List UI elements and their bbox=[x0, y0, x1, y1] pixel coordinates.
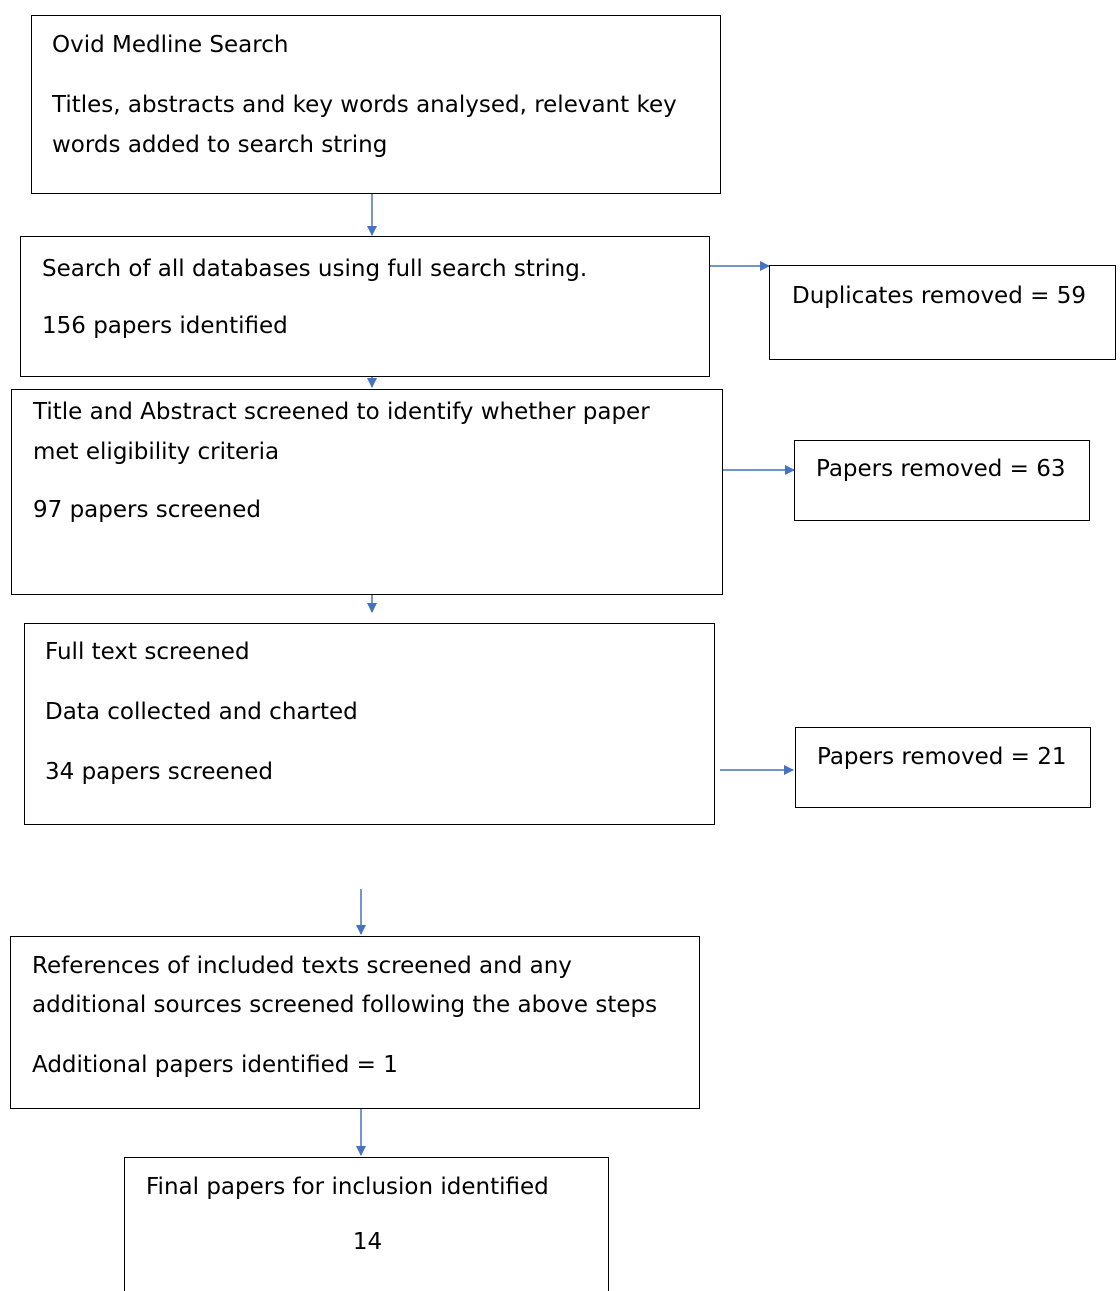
box-text: Additional papers identified = 1 bbox=[32, 1052, 398, 1078]
box-text: References of included texts screened an… bbox=[32, 953, 572, 979]
box-database-search: Search of all databases using full searc… bbox=[20, 236, 710, 377]
box-text: Papers removed = 63 bbox=[816, 456, 1066, 482]
box-papers-removed-21: Papers removed = 21 bbox=[795, 727, 1091, 808]
box-text: 97 papers screened bbox=[33, 497, 261, 523]
box-text: Data collected and charted bbox=[45, 699, 358, 725]
box-text: words added to search string bbox=[52, 132, 388, 158]
box-text: met eligibility criteria bbox=[33, 439, 280, 465]
box-papers-removed-63: Papers removed = 63 bbox=[794, 440, 1090, 521]
box-title-abstract-screening: Title and Abstract screened to identify … bbox=[11, 389, 723, 595]
box-text: Duplicates removed = 59 bbox=[792, 283, 1086, 309]
box-text: Final papers for inclusion identified bbox=[146, 1174, 549, 1200]
box-full-text-screening: Full text screened Data collected and ch… bbox=[24, 623, 715, 825]
box-text: 156 papers identified bbox=[42, 313, 288, 339]
box-text: Papers removed = 21 bbox=[817, 744, 1067, 770]
box-duplicates-removed: Duplicates removed = 59 bbox=[769, 265, 1116, 360]
box-text: Ovid Medline Search bbox=[52, 32, 289, 58]
box-text: Full text screened bbox=[45, 639, 250, 665]
final-count: 14 bbox=[352, 1229, 383, 1255]
box-text: 34 papers screened bbox=[45, 759, 273, 785]
box-text: Search of all databases using full searc… bbox=[42, 256, 588, 282]
box-references-screening: References of included texts screened an… bbox=[10, 936, 700, 1109]
box-text: Title and Abstract screened to identify … bbox=[33, 399, 650, 425]
box-text: Titles, abstracts and key words analysed… bbox=[52, 92, 677, 118]
box-final-papers: Final papers for inclusion identified 14 bbox=[124, 1157, 609, 1291]
box-ovid-medline-search: Ovid Medline Search Titles, abstracts an… bbox=[31, 15, 721, 194]
box-text: additional sources screened following th… bbox=[32, 992, 658, 1018]
